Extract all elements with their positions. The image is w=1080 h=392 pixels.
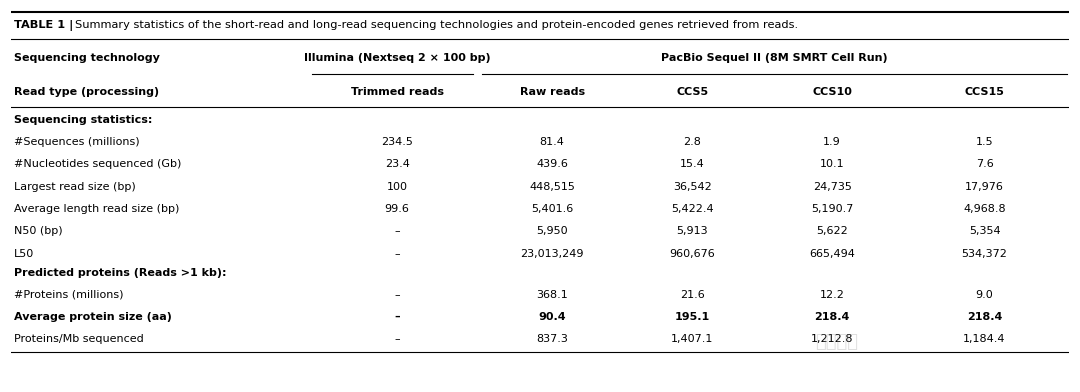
Text: 960,676: 960,676 xyxy=(670,249,715,259)
Text: 5,190.7: 5,190.7 xyxy=(811,204,853,214)
Text: 9.0: 9.0 xyxy=(975,290,994,300)
Text: 90.4: 90.4 xyxy=(538,312,566,322)
Text: –: – xyxy=(394,226,400,236)
Text: 81.4: 81.4 xyxy=(540,137,565,147)
Text: 5,622: 5,622 xyxy=(816,226,848,236)
Text: 21.6: 21.6 xyxy=(680,290,705,300)
Text: TABLE 1 |: TABLE 1 | xyxy=(14,20,78,31)
Text: 24,735: 24,735 xyxy=(812,182,851,192)
Text: Predicted proteins (Reads >1 kb):: Predicted proteins (Reads >1 kb): xyxy=(14,268,227,278)
Text: 7.6: 7.6 xyxy=(975,160,994,169)
Text: 2.8: 2.8 xyxy=(684,137,701,147)
Text: 5,422.4: 5,422.4 xyxy=(671,204,714,214)
Text: 1,212.8: 1,212.8 xyxy=(811,334,853,345)
Text: Read type (processing): Read type (processing) xyxy=(14,87,159,97)
Text: CCS5: CCS5 xyxy=(676,87,708,97)
Text: Sequencing statistics:: Sequencing statistics: xyxy=(14,115,152,125)
Text: 5,913: 5,913 xyxy=(676,226,708,236)
Text: 234.5: 234.5 xyxy=(381,137,413,147)
Text: Proteins/Mb sequenced: Proteins/Mb sequenced xyxy=(14,334,144,345)
Text: 218.4: 218.4 xyxy=(814,312,850,322)
Text: Sequencing technology: Sequencing technology xyxy=(14,53,160,64)
Text: 17,976: 17,976 xyxy=(966,182,1004,192)
Text: 23.4: 23.4 xyxy=(384,160,409,169)
Text: PacBio Sequel II (8M SMRT Cell Run): PacBio Sequel II (8M SMRT Cell Run) xyxy=(661,53,888,64)
Text: –: – xyxy=(394,290,400,300)
Text: 凌恩生物: 凌恩生物 xyxy=(814,333,858,351)
Text: 5,950: 5,950 xyxy=(537,226,568,236)
Text: 439.6: 439.6 xyxy=(537,160,568,169)
Text: Largest read size (bp): Largest read size (bp) xyxy=(14,182,136,192)
Text: #Proteins (millions): #Proteins (millions) xyxy=(14,290,123,300)
Text: 1.9: 1.9 xyxy=(823,137,841,147)
Text: CCS10: CCS10 xyxy=(812,87,852,97)
Text: 1,407.1: 1,407.1 xyxy=(672,334,714,345)
Text: 5,354: 5,354 xyxy=(969,226,1000,236)
Text: 12.2: 12.2 xyxy=(820,290,845,300)
Text: 1,184.4: 1,184.4 xyxy=(963,334,1005,345)
Text: 4,968.8: 4,968.8 xyxy=(963,204,1005,214)
Text: 1.5: 1.5 xyxy=(975,137,994,147)
Text: 36,542: 36,542 xyxy=(673,182,712,192)
Text: 99.6: 99.6 xyxy=(384,204,409,214)
Text: 15.4: 15.4 xyxy=(680,160,705,169)
Text: Trimmed reads: Trimmed reads xyxy=(351,87,444,97)
Text: CCS15: CCS15 xyxy=(964,87,1004,97)
Text: Average protein size (aa): Average protein size (aa) xyxy=(14,312,172,322)
Text: #Sequences (millions): #Sequences (millions) xyxy=(14,137,139,147)
Text: #Nucleotides sequenced (Gb): #Nucleotides sequenced (Gb) xyxy=(14,160,181,169)
Text: Summary statistics of the short-read and long-read sequencing technologies and p: Summary statistics of the short-read and… xyxy=(76,20,798,30)
Text: 195.1: 195.1 xyxy=(675,312,710,322)
Text: 534,372: 534,372 xyxy=(961,249,1008,259)
Text: Raw reads: Raw reads xyxy=(519,87,584,97)
Text: –: – xyxy=(394,249,400,259)
Text: N50 (bp): N50 (bp) xyxy=(14,226,63,236)
Text: –: – xyxy=(394,334,400,345)
Text: 368.1: 368.1 xyxy=(537,290,568,300)
Text: 5,401.6: 5,401.6 xyxy=(531,204,573,214)
Text: 448,515: 448,515 xyxy=(529,182,576,192)
Text: Average length read size (bp): Average length read size (bp) xyxy=(14,204,179,214)
Text: –: – xyxy=(394,312,400,322)
Text: 23,013,249: 23,013,249 xyxy=(521,249,584,259)
Text: 837.3: 837.3 xyxy=(537,334,568,345)
Text: 218.4: 218.4 xyxy=(967,312,1002,322)
Text: L50: L50 xyxy=(14,249,35,259)
Text: 665,494: 665,494 xyxy=(809,249,855,259)
Text: 100: 100 xyxy=(387,182,407,192)
Text: Illumina (Nextseq 2 × 100 bp): Illumina (Nextseq 2 × 100 bp) xyxy=(303,53,490,64)
Text: 10.1: 10.1 xyxy=(820,160,845,169)
